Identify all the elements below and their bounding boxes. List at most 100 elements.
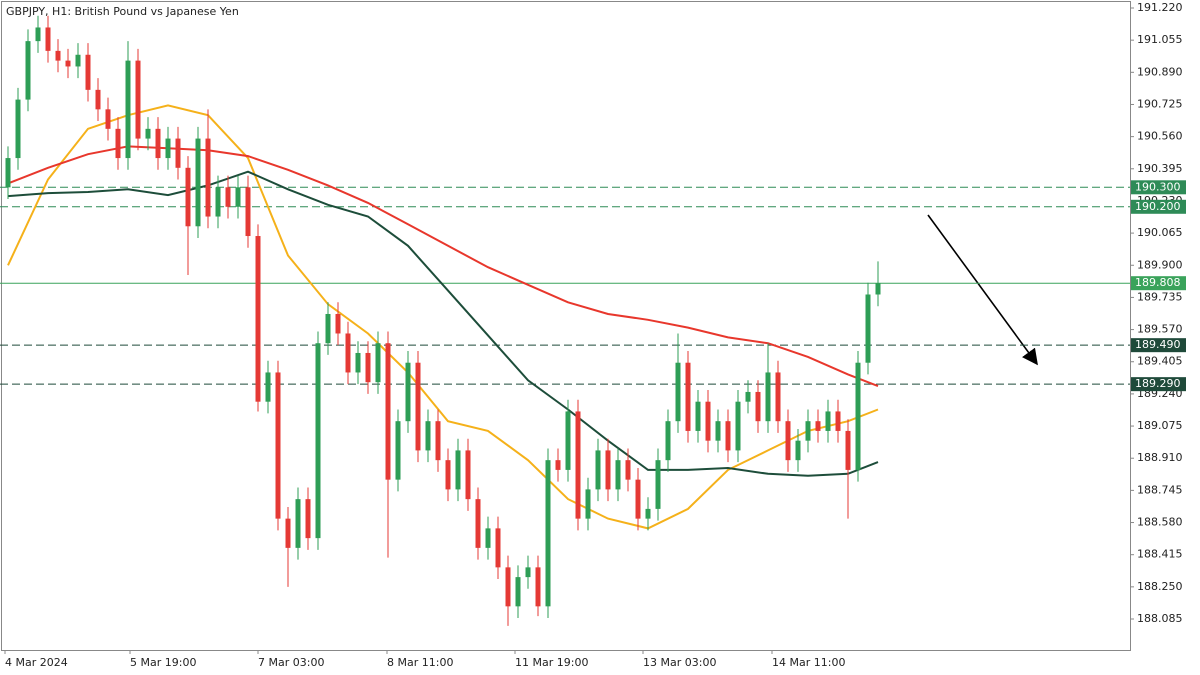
candle-body	[245, 187, 251, 237]
price-level-tag	[1131, 338, 1186, 353]
price-level-label: 190.200	[1135, 200, 1181, 213]
chart-title: GBPJPY, H1: British Pound vs Japanese Ye…	[6, 5, 239, 18]
price-level-label: 189.808	[1135, 276, 1181, 289]
candle-body	[225, 187, 231, 207]
y-tick-label: 188.085	[1137, 612, 1183, 625]
x-tick-label: 11 Mar 19:00	[515, 656, 588, 669]
candle-body	[755, 391, 761, 422]
x-tick-label: 7 Mar 03:00	[258, 656, 324, 669]
candle-body	[485, 528, 491, 548]
candle-body	[595, 450, 601, 490]
candle-body	[725, 421, 731, 451]
candle-body	[285, 518, 291, 548]
candle-body	[275, 372, 281, 519]
candle-body	[855, 362, 861, 470]
candle-body	[195, 138, 201, 227]
candle-body	[235, 187, 241, 207]
moving-average-line	[7, 170, 879, 477]
price-level-label: 189.290	[1135, 377, 1181, 390]
y-tick-label: 190.560	[1137, 130, 1183, 143]
y-tick-label: 189.075	[1137, 419, 1183, 432]
candle-body	[875, 283, 881, 295]
annotation-arrow	[927, 214, 1038, 366]
candle-body	[15, 99, 21, 159]
candle-body	[305, 499, 311, 539]
candle-body	[515, 577, 521, 607]
candle-body	[535, 567, 541, 607]
price-level-label: 189.490	[1135, 338, 1181, 351]
candle-body	[165, 138, 171, 159]
candle-body	[325, 313, 331, 344]
price-level-tag	[1131, 377, 1186, 392]
price-level-label: 190.300	[1135, 180, 1181, 193]
candle-body	[575, 411, 581, 519]
candle-body	[795, 440, 801, 461]
y-tick-label: 190.065	[1137, 226, 1183, 239]
candle-body	[255, 236, 261, 402]
candle-body	[205, 138, 211, 217]
price-level-tag	[1131, 180, 1186, 195]
candle-body	[295, 499, 301, 548]
x-tick-label: 5 Mar 19:00	[130, 656, 196, 669]
candle-body	[75, 54, 81, 67]
candle-body	[635, 479, 641, 519]
candle-body	[455, 450, 461, 490]
x-tick-label: 14 Mar 11:00	[772, 656, 845, 669]
candle-body	[395, 421, 401, 480]
candle-body	[25, 41, 31, 100]
y-tick-label: 189.570	[1137, 323, 1183, 336]
candle-body	[385, 343, 391, 480]
candle-body	[425, 421, 431, 451]
candle-body	[805, 421, 811, 441]
candle-body	[835, 411, 841, 431]
candle-body	[175, 138, 181, 168]
candle-body	[645, 508, 651, 519]
y-tick-label: 189.405	[1137, 355, 1183, 368]
candle-body	[145, 128, 151, 139]
y-tick-label: 188.745	[1137, 483, 1183, 496]
candle-body	[625, 460, 631, 480]
candle-body	[415, 362, 421, 451]
y-tick-label: 190.725	[1137, 97, 1183, 110]
x-tick-label: 13 Mar 03:00	[643, 656, 716, 669]
candle-body	[695, 401, 701, 431]
candle-body	[605, 450, 611, 490]
candle-body	[345, 333, 351, 373]
candle-body	[475, 499, 481, 548]
candle-body	[215, 187, 221, 217]
candle-body	[565, 411, 571, 470]
x-tick-label: 4 Mar 2024	[5, 656, 68, 669]
y-tick-label: 191.055	[1137, 33, 1183, 46]
moving-average-line	[7, 145, 879, 388]
candle-body	[685, 362, 691, 431]
candle-body	[585, 489, 591, 519]
candle-body	[355, 352, 361, 373]
candle-body	[375, 343, 381, 383]
candle-body	[45, 27, 51, 51]
candle-body	[555, 460, 561, 470]
candle-body	[155, 128, 161, 159]
plot-frame	[1, 1, 1131, 651]
x-tick-label: 8 Mar 11:00	[387, 656, 453, 669]
y-tick-label: 189.900	[1137, 258, 1183, 271]
candle-body	[95, 89, 101, 110]
candle-body	[655, 460, 661, 509]
candle-body	[465, 450, 471, 500]
candle-body	[335, 313, 341, 334]
candle-body	[665, 421, 671, 461]
y-tick-label: 188.580	[1137, 516, 1183, 529]
candle-body	[505, 567, 511, 607]
y-tick-label: 188.250	[1137, 580, 1183, 593]
candle-body	[705, 401, 711, 441]
candle-body	[825, 411, 831, 431]
candle-body	[675, 362, 681, 422]
candle-body	[745, 391, 751, 402]
price-level-tag	[1131, 199, 1186, 214]
candle-body	[365, 352, 371, 383]
candle-body	[785, 421, 791, 461]
y-tick-label: 189.735	[1137, 290, 1183, 303]
candle-body	[865, 294, 871, 363]
moving-average-line	[7, 104, 879, 530]
